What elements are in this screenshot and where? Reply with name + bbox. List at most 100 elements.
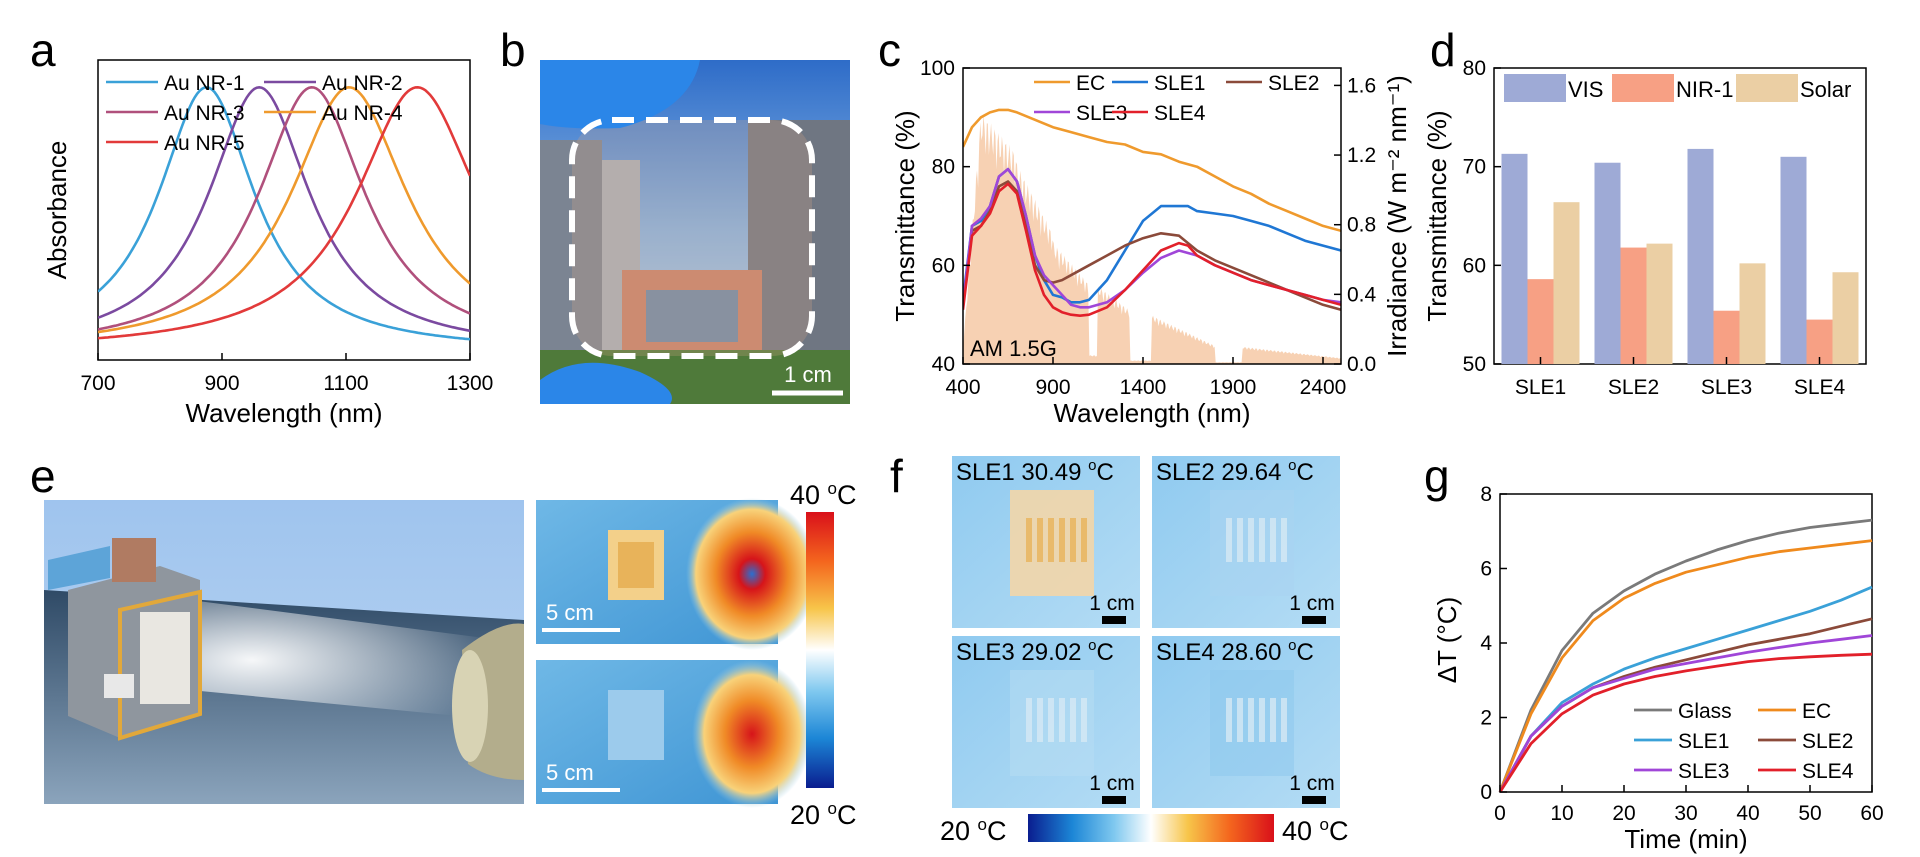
legend-ec-label: EC	[1076, 72, 1105, 95]
series-au-nr-1-line	[98, 85, 470, 341]
panel-g-ytick-label: 4	[1480, 632, 1492, 655]
panel-g-xtick-label: 40	[1736, 802, 1759, 825]
panel-c-frame	[962, 67, 1342, 365]
legend-sle2-label: SLE2	[1268, 72, 1319, 95]
tile-sle4-sample-name: SLE4	[1156, 639, 1221, 666]
tile-sle4-finger	[1259, 698, 1265, 742]
tile-sle1-scalebar	[1102, 616, 1126, 624]
panel-d-xtick-label: SLE4	[1794, 376, 1846, 399]
panel-d-ytick-label: 60	[1463, 254, 1486, 277]
panel-a-label: a	[30, 24, 56, 76]
bar-solar-sle3	[1739, 263, 1766, 364]
tile-sle3-scale-label: 1 cm	[1089, 772, 1135, 795]
panel-c-chart: 400 900 1400 1900 2400 40 60 80 100 0.0 0.4 0.8 1.2 1…	[890, 57, 1412, 428]
panel-a-xtick-label: 900	[204, 372, 239, 395]
tile-sle3-finger	[1070, 698, 1076, 742]
render-lamp-lens	[452, 650, 488, 762]
panel-d-label: d	[1430, 24, 1456, 76]
tile-sle1-label: SLE1 30.49 oC	[956, 457, 1114, 486]
tile-sle4-temp: 28.60	[1221, 639, 1288, 666]
tile-sle3-finger	[1037, 698, 1043, 742]
tile-sle4-scale-label: 1 cm	[1289, 772, 1335, 795]
panel-d-ylabel: Transmittance (%)	[1422, 110, 1452, 321]
legend-glass-label: Glass	[1678, 700, 1732, 723]
tile-sle3-scalebar	[1102, 796, 1126, 804]
legend-sle3-label: SLE3	[1678, 760, 1729, 783]
series-glass-line	[1498, 518, 1873, 793]
panel-c-y2label: Irradiance (W m⁻² nm⁻¹)	[1382, 75, 1412, 357]
bar-nir-1-sle3	[1713, 310, 1740, 364]
bar-vis-sle3	[1687, 148, 1714, 364]
thermal-bottom-hotspot	[692, 660, 812, 808]
thermal-bottom-sample	[608, 690, 664, 760]
series-sle1-line	[1498, 585, 1873, 793]
thermal-bottom-scale-label: 5 cm	[546, 760, 594, 785]
panel-g-chart: 0 10 20 30 40 50 60 0 2 4 6 8 Time (min) ΔT (°C) Gl…	[1432, 483, 1884, 854]
series-sle4-line	[1498, 652, 1873, 793]
panel-d-ytick-label: 50	[1463, 353, 1486, 376]
tile-sle4-finger	[1237, 698, 1243, 742]
panel-e-colorbar	[806, 512, 834, 788]
tile-sle3-unit-c: C	[1096, 639, 1113, 666]
tile-sle2-temp: 29.64	[1221, 459, 1288, 486]
tile-sle3-unit-o: o	[1088, 637, 1096, 654]
legend-vis-swatch	[1504, 74, 1566, 102]
tile-sle1-finger	[1059, 518, 1065, 562]
panel-c-y2tick-label: 1.6	[1347, 74, 1376, 97]
render-camera-arm	[48, 546, 110, 590]
legend-sle1-label: SLE1	[1678, 730, 1729, 753]
panel-a-ylabel: Absorbance	[42, 141, 72, 280]
panel-c-ytick-label: 80	[932, 156, 955, 179]
tile-sle2-finger	[1248, 518, 1254, 562]
tile-sle1-finger	[1070, 518, 1076, 562]
legend-au-nr-3-label: Au NR-3	[164, 102, 245, 125]
series-sle2-line	[963, 180, 1341, 311]
tile-sle4-scalebar	[1302, 796, 1326, 804]
series-ec-line	[963, 108, 1341, 233]
tile-sle2-label: SLE2 29.64 oC	[1156, 457, 1314, 486]
panel-c-ytick-label: 60	[932, 254, 955, 277]
panel-g-ytick-label: 2	[1480, 707, 1492, 730]
thermal-top-sample-inner	[618, 542, 654, 588]
thermal-top-hotspot	[686, 498, 818, 650]
legend-au-nr-1-label: Au NR-1	[164, 72, 245, 95]
panel-c-annotation: AM 1.5G	[970, 336, 1057, 361]
photo-glove-top	[540, 60, 700, 129]
legend-au-nr-2-label: Au NR-2	[322, 72, 403, 95]
panel-g-xtick-label: 30	[1674, 802, 1697, 825]
tile-sle1-finger	[1026, 518, 1032, 562]
tile-sle2-finger	[1226, 518, 1232, 562]
tile-sle3-finger	[1048, 698, 1054, 742]
series-sle4-line	[963, 182, 1341, 317]
legend-solar-label: Solar	[1800, 77, 1851, 102]
panel-a-xtick-label: 1300	[447, 372, 494, 395]
panel-g-xtick-label: 10	[1550, 802, 1573, 825]
render-window	[140, 612, 190, 704]
tile-sle1-unit-c: C	[1096, 459, 1113, 486]
panel-g-xtick-label: 20	[1612, 802, 1635, 825]
series-au-nr-3-line	[98, 85, 470, 331]
panel-a-xtick-label: 700	[80, 372, 115, 395]
series-au-nr-4-line	[98, 85, 470, 334]
photo-film	[572, 120, 812, 356]
panel-e-colorbar-max: 40 oC	[790, 479, 857, 510]
bar-nir-1-sle1	[1527, 279, 1554, 364]
legend-au-nr-5-label: Au NR-5	[164, 132, 245, 155]
panel-f-colorbar-max: 40 oC	[1282, 815, 1349, 846]
panel-e-thermal-bottom: 5 cm	[536, 660, 812, 808]
panel-c-y2tick-label: 0.8	[1347, 214, 1376, 237]
series-au-nr-5-line	[98, 85, 470, 340]
panel-a-frame	[97, 59, 471, 361]
panel-g-ylabel: ΔT (°C)	[1432, 597, 1462, 684]
bar-solar-sle1	[1553, 202, 1580, 364]
panel-g-xtick-label: 60	[1860, 802, 1883, 825]
tile-sle2-finger	[1281, 518, 1287, 562]
tile-sle4-finger	[1248, 698, 1254, 742]
photo-building-windows	[646, 290, 738, 342]
panel-g-xtick-label: 0	[1494, 802, 1506, 825]
render-block	[104, 674, 134, 698]
panel-d-chart: SLE1 SLE2 SLE3 SLE4 50 60 70 80 Transmittance (…	[1422, 57, 1867, 399]
panel-d-xtick-label: SLE3	[1701, 376, 1752, 399]
panel-f-label: f	[890, 450, 903, 502]
